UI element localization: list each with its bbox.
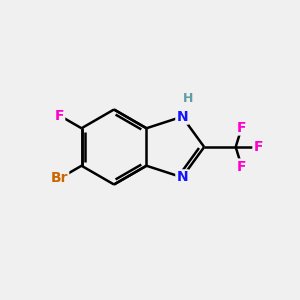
Text: F: F (55, 109, 64, 122)
Text: Br: Br (51, 172, 68, 185)
Text: N: N (176, 170, 188, 184)
Text: H: H (183, 92, 194, 105)
Text: F: F (254, 140, 263, 154)
Text: F: F (237, 160, 246, 173)
Text: F: F (237, 121, 246, 134)
Text: N: N (176, 110, 188, 124)
